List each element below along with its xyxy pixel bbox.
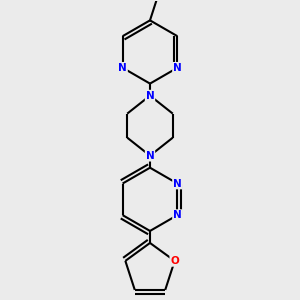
Text: N: N [173, 178, 182, 188]
Text: N: N [146, 91, 154, 100]
Text: N: N [146, 151, 154, 161]
Text: N: N [118, 63, 127, 73]
Text: O: O [170, 256, 179, 266]
Text: N: N [173, 210, 182, 220]
Text: N: N [173, 63, 182, 73]
